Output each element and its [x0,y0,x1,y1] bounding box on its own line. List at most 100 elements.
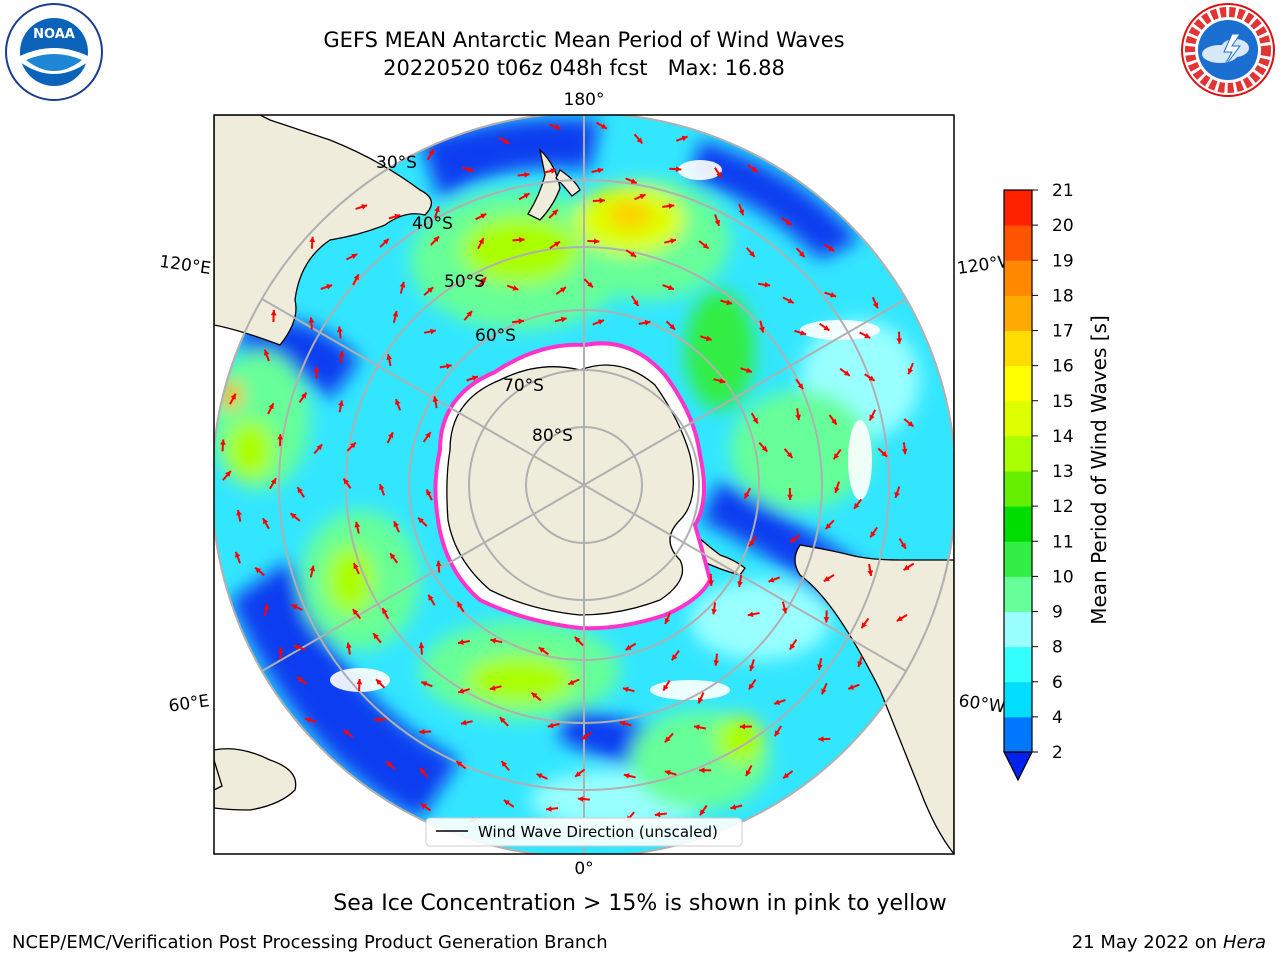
wave-direction-arrowhead [499,717,506,723]
wave-direction-arrowhead [458,688,465,694]
wave-direction-arrowhead [352,609,359,615]
wave-direction-arrowhead [669,323,676,330]
wave-direction-arrowhead [694,724,700,731]
wave-direction-arrowhead [868,375,875,381]
wave-direction-arrowhead [830,292,836,298]
wave-direction-arrowhead [376,679,382,686]
colorbar-tick-label: 14 [1052,427,1074,447]
wave-direction-arrowhead [353,563,359,570]
wave-direction-arrowhead [490,638,497,644]
wave-direction-arrowhead [598,319,604,325]
colorbar-tick-label: 2 [1052,743,1063,763]
wave-direction-arrowhead [714,219,720,226]
colorbar-label: Mean Period of Wind Waves [s] [1087,315,1111,625]
wave-direction-arrowhead [554,124,561,130]
wave-direction-arrowhead [432,396,439,402]
colorbar-swatch [1004,260,1032,296]
colorbar-swatch [1004,225,1032,261]
wave-direction-arrowhead [907,368,914,375]
wave-direction-arrowhead [418,642,425,649]
wave-direction-arrowhead [560,316,567,323]
wave-direction-arrowhead [390,553,396,560]
colorbar-swatch [1004,435,1032,472]
wave-direction-arrowhead [395,399,401,405]
wave-direction-arrowhead [896,338,903,344]
wave-direction-arrowhead [268,403,274,410]
wave-direction-arrowhead [350,442,356,449]
wave-direction-arrowhead [356,679,363,685]
wave-direction-arrowhead [301,392,307,399]
wave-direction-arrowhead [828,245,835,251]
wave-direction-arrowhead [901,448,908,455]
wave-direction-arrowhead [577,796,584,802]
wave-direction-arrowhead [739,723,746,730]
wave-direction-arrowhead [749,540,755,547]
wave-direction-arrowhead [291,604,298,610]
wave-direction-arrowhead [524,172,530,178]
wave-direction-arrowhead [351,253,358,259]
wave-direction-arrowhead [907,421,914,427]
wave-direction-arrowhead [713,660,720,666]
map-legend: Wind Wave Direction (unscaled) [425,817,743,847]
wave-direction-arrowhead [430,328,436,335]
wave-direction-arrowhead [383,238,389,245]
wave-direction-arrowhead [446,363,452,370]
colorbar-tick-label: 15 [1052,392,1074,412]
wave-direction-arrowhead [821,688,827,695]
wave-direction-arrowhead [630,251,637,257]
colorbar-swatch [1004,400,1032,437]
wave-direction-arrowhead [644,319,651,326]
wave-direction-arrowhead [708,580,714,586]
wave-direction-arrowhead [425,432,431,439]
wave-direction-arrowhead [547,722,554,729]
wind-wave-arrows [220,121,915,823]
colorbar-tick-label: 21 [1052,181,1074,201]
wave-direction-arrowhead [385,761,392,768]
wave-direction-arrowhead [313,366,320,372]
wave-direction-arrowhead [834,487,840,493]
wave-direction-arrowhead [466,311,473,317]
wave-direction-arrowhead [738,209,745,216]
wave-direction-arrowhead [277,647,284,653]
colorbar-swatch [1004,716,1032,753]
wave-direction-arrowhead [263,604,269,610]
colorbar-swatch [1004,471,1032,507]
lat-label-70s: 70°S [503,376,544,396]
wave-direction-arrowhead [297,487,303,494]
wave-direction-arrowhead [711,608,717,615]
wave-direction-arrowhead [768,577,775,583]
wave-direction-arrowhead [277,434,284,440]
colorbar-tick-label: 4 [1052,708,1063,728]
footer-date: 21 May 2022 on Hera [1072,932,1266,953]
wave-direction-arrowhead [546,806,552,812]
wave-direction-arrowhead [699,767,705,774]
svg-text:NOAA: NOAA [33,27,75,42]
wave-direction-arrowhead [622,686,629,693]
wave-direction-arrowhead [747,611,754,618]
wave-direction-arrowhead [386,354,392,360]
wave-direction-arrowhead [654,811,661,818]
lon-label-120e: 120°E [158,252,212,279]
wave-direction-arrowhead [752,417,758,424]
wave-direction-arrowhead [726,299,733,306]
wave-direction-arrowhead [896,615,903,621]
wave-direction-arrowhead [568,679,575,685]
wave-direction-arrowhead [426,489,432,496]
wave-direction-arrowhead [699,809,706,816]
wave-direction-arrowhead [270,478,276,485]
wave-direction-arrowhead [338,400,344,407]
wave-direction-arrowhead [560,287,566,293]
wave-direction-arrowhead [337,326,343,333]
wave-direction-arrowhead [361,204,368,210]
wave-direction-arrowhead [456,761,463,767]
wave-direction-arrowhead [894,492,900,498]
wave-direction-arrowhead [745,770,751,777]
wave-direction-arrowhead [338,351,345,357]
colorbar-swatch [1004,541,1032,577]
wave-direction-arrowhead [270,310,277,316]
wave-direction-arrowhead [235,551,241,558]
wave-direction-arrowhead [600,123,607,129]
wave-direction-arrowhead [872,302,879,309]
colorbar-swatch [1004,611,1032,648]
